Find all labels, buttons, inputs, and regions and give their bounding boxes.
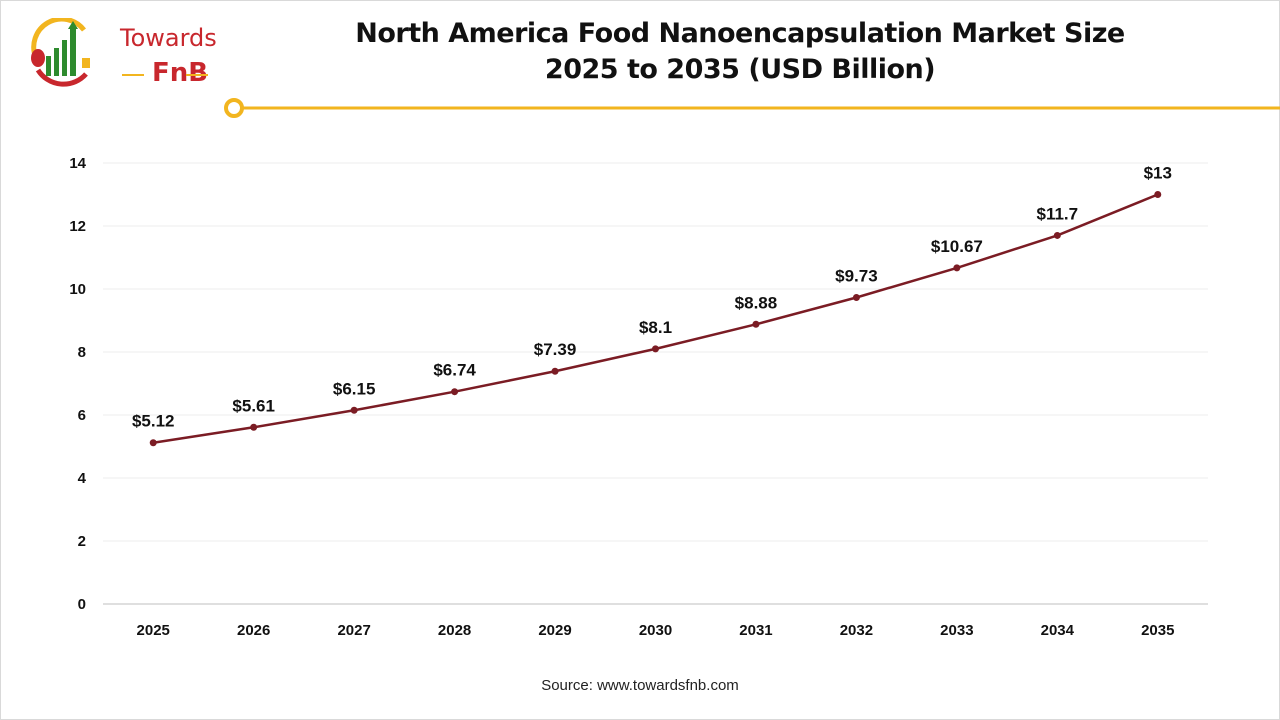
data-point [350, 406, 358, 414]
data-label: $5.61 [232, 396, 275, 415]
y-tick-label: 6 [78, 407, 86, 424]
data-point [953, 264, 961, 272]
x-tick-label: 2034 [1041, 622, 1075, 639]
x-tick-label: 2033 [940, 622, 973, 639]
x-tick-label: 2030 [639, 622, 672, 639]
chart-title-line1: North America Food Nanoencapsulation Mar… [355, 18, 1125, 49]
data-point [1053, 231, 1061, 239]
data-point [250, 423, 258, 431]
data-label: $13 [1144, 164, 1172, 183]
logo-text-bottom: FnB [152, 58, 209, 88]
x-tick-label: 2029 [538, 622, 571, 639]
data-label: $9.73 [835, 267, 878, 286]
x-tick-label: 2025 [137, 622, 170, 639]
towards-fnb-logo: Towards FnB [24, 16, 217, 88]
data-label: $7.39 [534, 340, 577, 359]
source-note: Source: www.towardsfnb.com [541, 677, 739, 694]
data-label: $8.88 [735, 293, 778, 312]
title-divider [224, 98, 1280, 118]
logo-icon [31, 16, 90, 87]
x-tick-label: 2028 [438, 622, 471, 639]
y-tick-label: 10 [69, 281, 86, 298]
data-point [852, 294, 860, 302]
data-point [451, 388, 459, 396]
y-tick-label: 8 [78, 344, 86, 361]
x-tick-label: 2035 [1141, 622, 1174, 639]
x-tick-label: 2032 [840, 622, 873, 639]
data-label: $5.12 [132, 412, 175, 431]
data-label: $11.7 [1037, 204, 1079, 223]
data-label: $6.74 [433, 361, 476, 380]
data-label: $10.67 [931, 237, 983, 256]
y-tick-label: 12 [69, 218, 86, 235]
data-label: $8.1 [639, 318, 672, 337]
y-tick-label: 0 [78, 596, 86, 613]
chart-subtitle: 2025 to 2035 (USD Billion) [544, 54, 936, 85]
data-point [652, 345, 659, 353]
y-tick-label: 2 [78, 533, 86, 550]
data-point [752, 320, 760, 328]
data-point [551, 367, 559, 375]
x-tick-label: 2027 [337, 622, 370, 639]
x-tick-label: 2026 [237, 622, 270, 639]
data-label: $6.15 [333, 379, 376, 398]
data-point [149, 439, 157, 447]
logo-text-top: Towards [120, 24, 217, 52]
y-tick-label: 14 [69, 155, 86, 172]
x-tick-label: 2031 [739, 622, 772, 639]
data-point [1154, 191, 1162, 198]
y-tick-label: 4 [78, 470, 87, 487]
chart-title: North America Food Nanoencapsulation Mar… [300, 16, 1180, 88]
